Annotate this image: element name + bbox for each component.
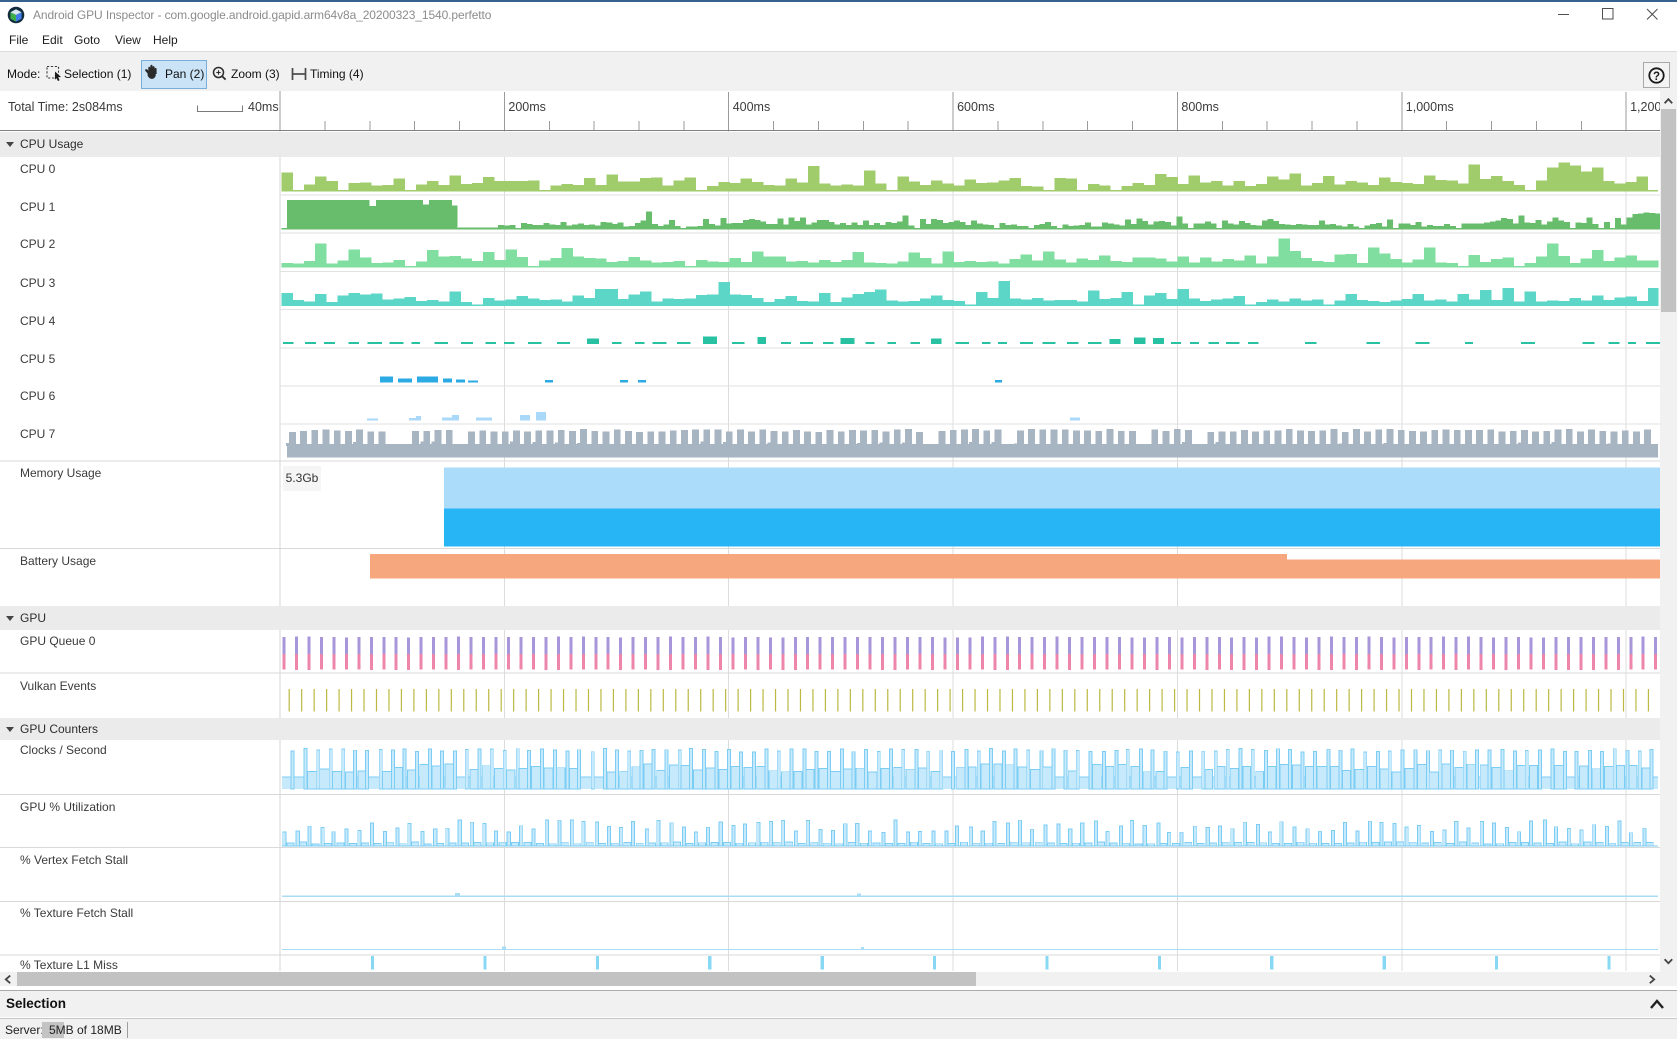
svg-text:400ms: 400ms — [733, 100, 771, 114]
svg-text:40ms: 40ms — [248, 100, 279, 114]
svg-text:600ms: 600ms — [957, 100, 995, 114]
svg-text:800ms: 800ms — [1181, 100, 1219, 114]
svg-text:?: ? — [1653, 70, 1660, 82]
svg-text:200ms: 200ms — [508, 100, 546, 114]
svg-text:1,000ms: 1,000ms — [1406, 100, 1454, 114]
svg-text:Total Time: 2s084ms: Total Time: 2s084ms — [8, 100, 123, 114]
